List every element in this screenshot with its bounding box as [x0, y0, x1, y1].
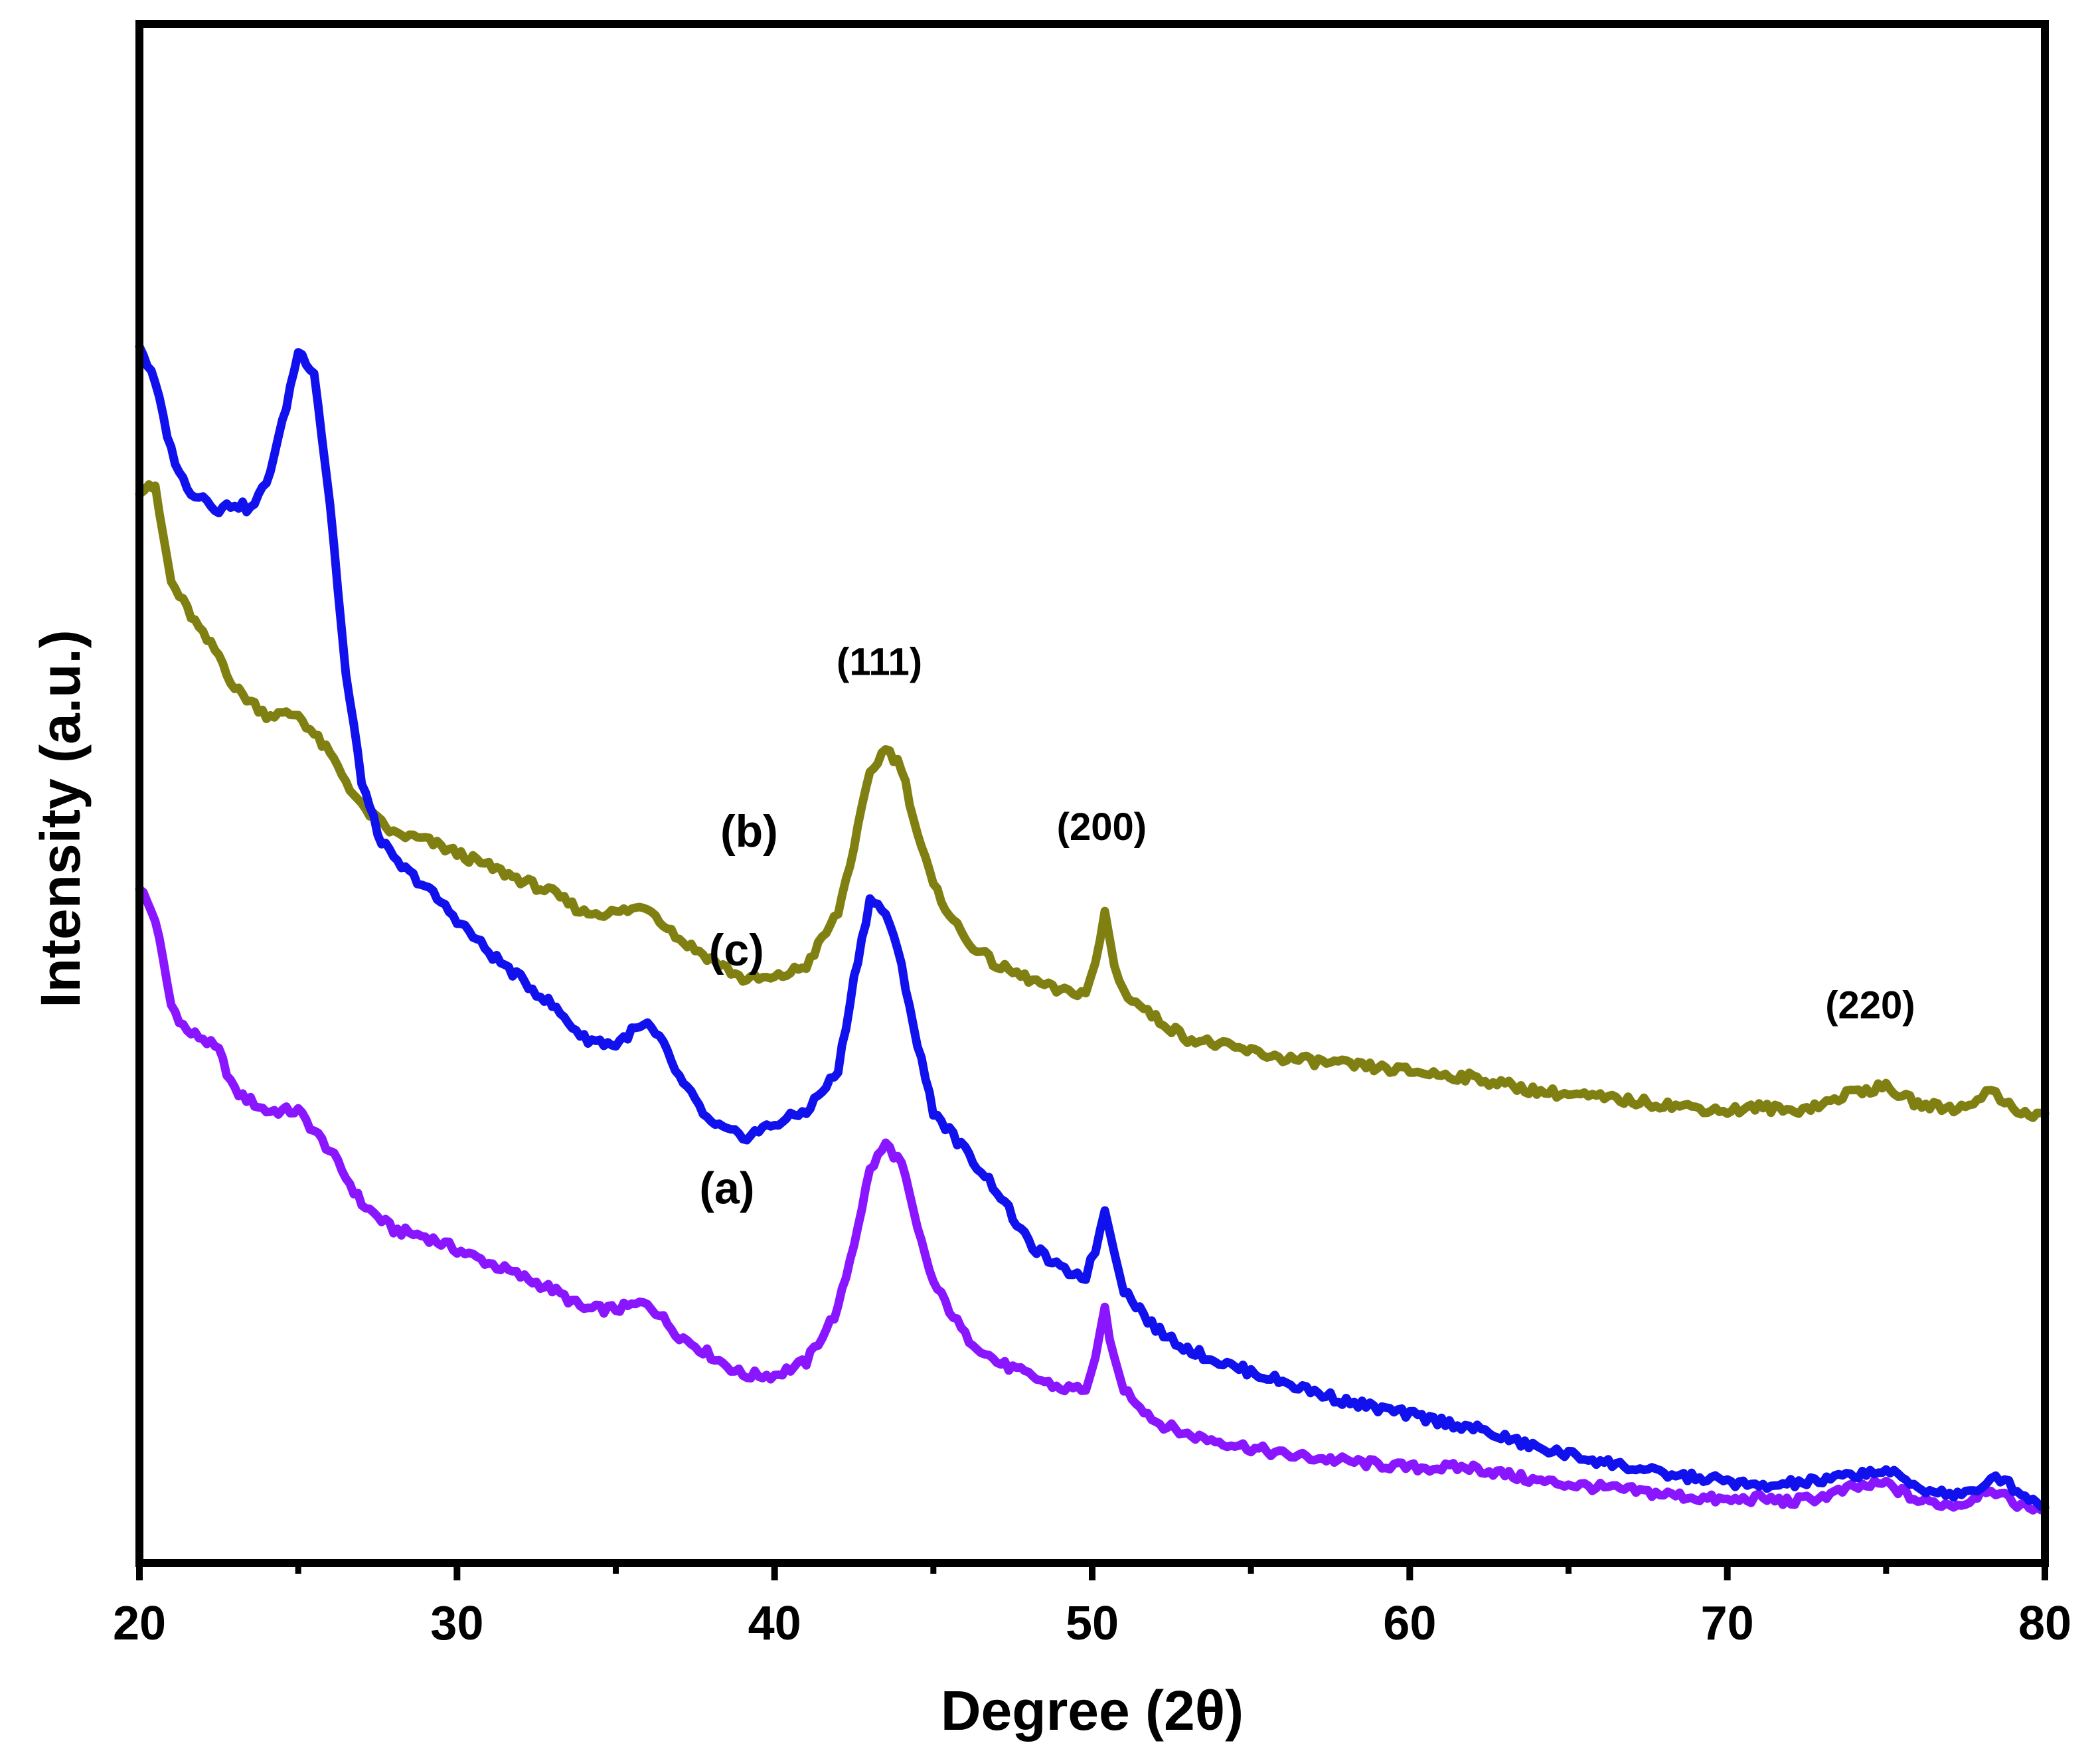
- curve-label-c: (c): [709, 925, 764, 975]
- x-axis-title: Degree (2θ): [941, 1679, 1244, 1742]
- curve-label-a: (a): [699, 1163, 754, 1213]
- curve-label-b: (b): [720, 806, 778, 857]
- series-line-a: [135, 884, 2050, 1515]
- series-line-c: [135, 342, 2050, 1512]
- x-tick-label: 30: [430, 1597, 483, 1650]
- y-axis-title: Intensity (a.u.): [29, 629, 92, 1007]
- series-line-b: [135, 480, 2050, 1122]
- x-tick-label: 80: [2018, 1597, 2071, 1650]
- peak-annotation: (111): [837, 640, 922, 683]
- x-tick-label: 40: [748, 1597, 801, 1650]
- x-tick-label: 70: [1701, 1597, 1754, 1650]
- x-tick-label: 20: [113, 1597, 166, 1650]
- x-axis: 20 30 40 50 60 70 80: [113, 1563, 2071, 1650]
- peak-annotation: (220): [1825, 984, 1915, 1027]
- x-tick-label: 60: [1383, 1597, 1436, 1650]
- plot-area: (111) (200) (220) (b) (c) (a): [135, 342, 2050, 1515]
- plot-frame: [135, 20, 2049, 1567]
- peak-annotation: (200): [1057, 805, 1147, 849]
- x-tick-label: 50: [1066, 1597, 1119, 1650]
